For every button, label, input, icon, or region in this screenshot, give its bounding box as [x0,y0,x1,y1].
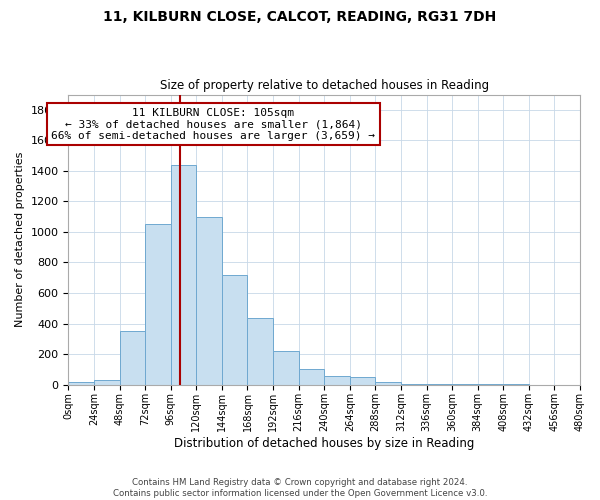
Text: Contains HM Land Registry data © Crown copyright and database right 2024.
Contai: Contains HM Land Registry data © Crown c… [113,478,487,498]
Text: 11, KILBURN CLOSE, CALCOT, READING, RG31 7DH: 11, KILBURN CLOSE, CALCOT, READING, RG31… [103,10,497,24]
X-axis label: Distribution of detached houses by size in Reading: Distribution of detached houses by size … [174,437,475,450]
Bar [145,224,171,384]
Bar [324,376,350,384]
Bar [376,382,401,384]
Title: Size of property relative to detached houses in Reading: Size of property relative to detached ho… [160,79,489,92]
Bar [247,318,273,384]
Bar [273,351,299,384]
Bar [350,377,376,384]
Bar [299,368,324,384]
Bar [171,165,196,384]
Y-axis label: Number of detached properties: Number of detached properties [15,152,25,327]
Bar [196,216,222,384]
Bar [119,331,145,384]
Bar [68,382,94,384]
Bar [94,380,119,384]
Text: 11 KILBURN CLOSE: 105sqm
← 33% of detached houses are smaller (1,864)
66% of sem: 11 KILBURN CLOSE: 105sqm ← 33% of detach… [52,108,376,141]
Bar [222,274,247,384]
